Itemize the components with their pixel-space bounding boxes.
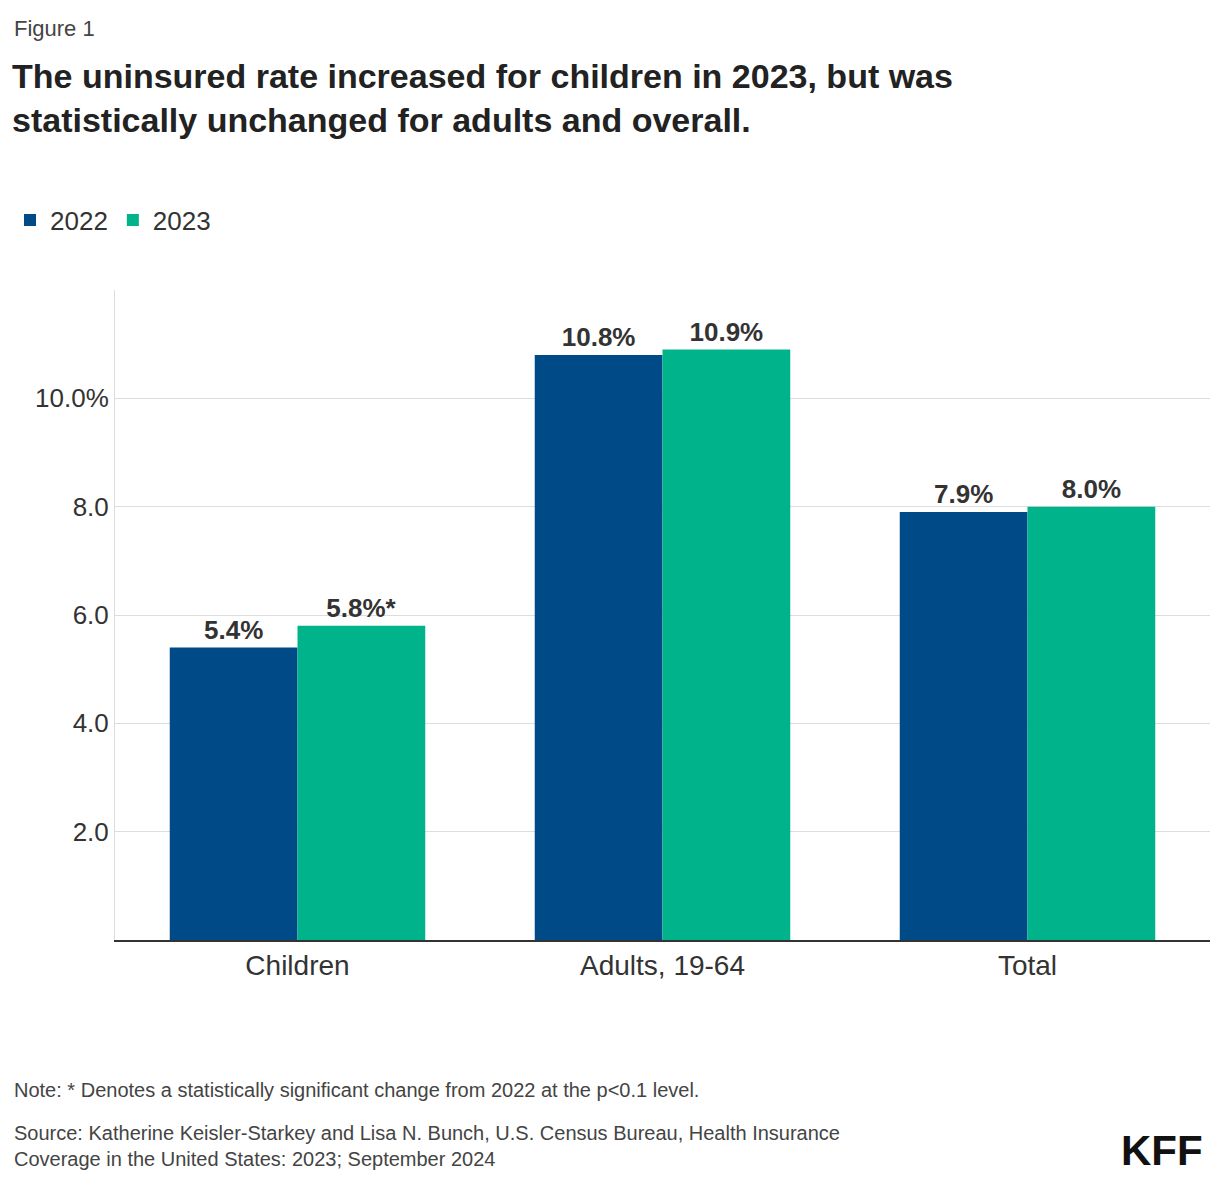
svg-text:KFF: KFF xyxy=(1121,1127,1203,1174)
svg-text:8.0%: 8.0% xyxy=(1062,474,1121,504)
svg-text:Note: * Denotes a statisticall: Note: * Denotes a statistically signific… xyxy=(14,1079,699,1101)
svg-text:8.0: 8.0 xyxy=(73,492,109,522)
svg-text:7.9%: 7.9% xyxy=(934,479,993,509)
svg-text:Source: Katherine Keisler-Star: Source: Katherine Keisler-Starkey and Li… xyxy=(14,1122,840,1170)
svg-text:Children: Children xyxy=(245,950,349,981)
svg-text:5.4%: 5.4% xyxy=(204,615,263,645)
svg-text:Total: Total xyxy=(998,950,1057,981)
svg-text:The uninsured rate increased f: The uninsured rate increased for childre… xyxy=(12,57,953,139)
svg-text:10.0%: 10.0% xyxy=(35,383,109,413)
svg-text:Figure 1: Figure 1 xyxy=(14,16,95,41)
svg-text:Adults, 19-64: Adults, 19-64 xyxy=(580,950,745,981)
svg-text:2022: 2022 xyxy=(50,206,108,236)
svg-text:5.8%*: 5.8%* xyxy=(326,593,396,623)
svg-text:10.8%: 10.8% xyxy=(562,322,636,352)
svg-text:2.0: 2.0 xyxy=(73,817,109,847)
svg-text:2023: 2023 xyxy=(153,206,211,236)
svg-text:10.9%: 10.9% xyxy=(690,317,764,347)
svg-text:4.0: 4.0 xyxy=(73,708,109,738)
svg-text:6.0: 6.0 xyxy=(73,600,109,630)
